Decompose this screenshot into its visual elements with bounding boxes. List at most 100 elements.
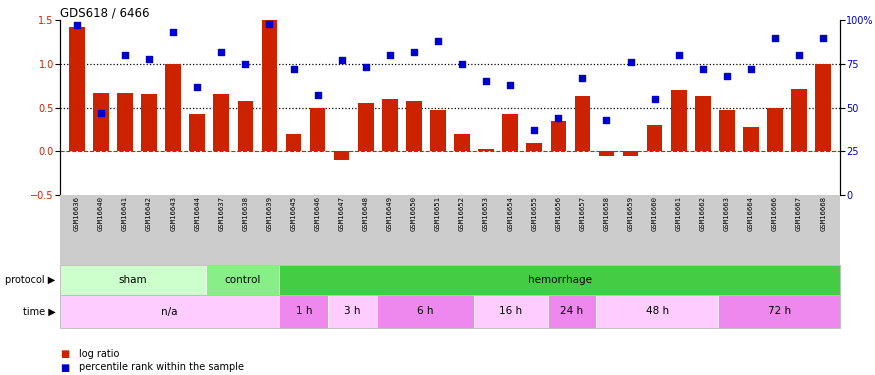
Bar — [454, 134, 470, 151]
Text: GSM16641: GSM16641 — [122, 196, 128, 231]
Text: GSM16643: GSM16643 — [170, 196, 176, 231]
Bar — [262, 20, 277, 151]
Text: GSM16653: GSM16653 — [483, 196, 489, 231]
Point — [792, 52, 806, 58]
Bar — [430, 110, 445, 151]
Text: GSM16647: GSM16647 — [339, 196, 345, 231]
Bar — [286, 134, 301, 151]
Text: ■: ■ — [60, 363, 69, 372]
Point — [142, 56, 156, 62]
Point — [720, 73, 734, 79]
Text: GSM16650: GSM16650 — [411, 196, 416, 231]
Bar — [623, 151, 639, 156]
Text: GSM16661: GSM16661 — [676, 196, 682, 231]
Text: GSM16638: GSM16638 — [242, 196, 248, 231]
Text: log ratio: log ratio — [80, 350, 120, 359]
Point — [551, 115, 565, 121]
Bar — [377, 295, 474, 328]
Bar — [141, 94, 157, 151]
Text: GSM16662: GSM16662 — [700, 196, 706, 231]
Bar — [237, 100, 253, 151]
Bar — [695, 96, 710, 151]
Bar — [743, 127, 759, 151]
Text: 1 h: 1 h — [296, 306, 312, 316]
Bar — [502, 114, 518, 151]
Bar — [550, 121, 566, 151]
Bar — [60, 295, 279, 328]
Text: sham: sham — [119, 275, 147, 285]
Bar — [382, 99, 397, 151]
Text: 72 h: 72 h — [767, 306, 791, 316]
Bar — [214, 94, 229, 151]
Point — [190, 84, 204, 90]
Bar — [69, 27, 85, 151]
Text: GSM16648: GSM16648 — [363, 196, 368, 231]
Point — [599, 117, 613, 123]
Text: GSM16654: GSM16654 — [507, 196, 513, 231]
Point — [334, 57, 348, 63]
Point — [118, 52, 132, 58]
Point — [94, 110, 108, 116]
Bar — [358, 103, 374, 151]
Bar — [206, 265, 279, 295]
Point — [383, 52, 397, 58]
Bar — [406, 100, 422, 151]
Text: GSM16645: GSM16645 — [290, 196, 297, 231]
Text: GSM16657: GSM16657 — [579, 196, 585, 231]
Text: 24 h: 24 h — [560, 306, 584, 316]
Point — [528, 127, 542, 133]
Bar — [527, 142, 542, 151]
Text: GSM16659: GSM16659 — [627, 196, 634, 231]
Text: GSM16636: GSM16636 — [74, 196, 80, 231]
Point — [696, 66, 710, 72]
Text: 16 h: 16 h — [500, 306, 522, 316]
Bar — [598, 151, 614, 156]
Bar — [575, 96, 591, 151]
Text: GSM16642: GSM16642 — [146, 196, 152, 231]
Bar — [165, 64, 181, 151]
Text: GSM16664: GSM16664 — [748, 196, 754, 231]
Point — [455, 61, 469, 67]
Text: GSM16652: GSM16652 — [459, 196, 465, 231]
Text: GSM16667: GSM16667 — [796, 196, 802, 231]
Bar — [671, 90, 687, 151]
Point — [407, 48, 421, 54]
Text: time ▶: time ▶ — [23, 306, 56, 316]
Point — [166, 29, 180, 35]
Bar — [310, 108, 326, 151]
Point — [648, 96, 662, 102]
Point — [214, 48, 228, 54]
Text: GSM16639: GSM16639 — [267, 196, 272, 231]
Bar — [60, 265, 206, 295]
Text: 48 h: 48 h — [646, 306, 668, 316]
Bar — [548, 295, 596, 328]
Text: control: control — [225, 275, 261, 285]
Point — [768, 34, 782, 40]
Text: GSM16660: GSM16660 — [652, 196, 658, 231]
Bar — [596, 295, 718, 328]
Bar — [93, 93, 108, 151]
Text: GSM16666: GSM16666 — [772, 196, 778, 231]
Text: GSM16637: GSM16637 — [218, 196, 224, 231]
Point — [238, 61, 252, 67]
Bar — [279, 265, 840, 295]
Text: GSM16651: GSM16651 — [435, 196, 441, 231]
Point — [480, 78, 494, 84]
Text: GSM16656: GSM16656 — [556, 196, 562, 231]
Text: hemorrhage: hemorrhage — [528, 275, 592, 285]
Point — [816, 34, 830, 40]
Point — [431, 38, 445, 44]
Bar — [816, 64, 831, 151]
Bar — [279, 295, 328, 328]
Text: GSM16640: GSM16640 — [98, 196, 104, 231]
Text: ■: ■ — [60, 350, 69, 359]
Text: percentile rank within the sample: percentile rank within the sample — [80, 363, 244, 372]
Bar — [718, 295, 840, 328]
Point — [672, 52, 686, 58]
Bar — [474, 295, 548, 328]
Bar — [328, 295, 377, 328]
Point — [503, 82, 517, 88]
Text: protocol ▶: protocol ▶ — [5, 275, 56, 285]
Text: GDS618 / 6466: GDS618 / 6466 — [60, 7, 150, 20]
Text: GSM16655: GSM16655 — [531, 196, 537, 231]
